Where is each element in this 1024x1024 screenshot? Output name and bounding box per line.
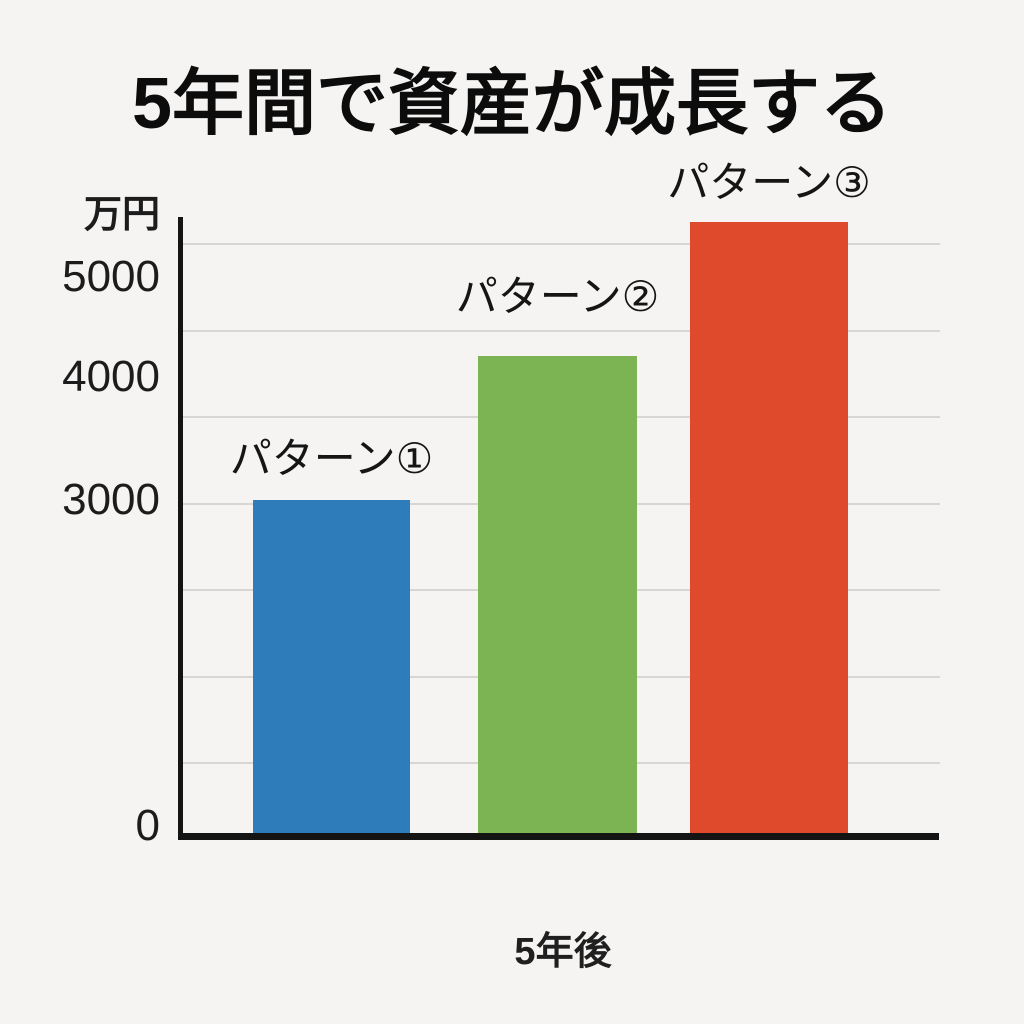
x-axis-tick-label: 5年後 <box>514 931 612 973</box>
y-tick-3000: 3000 <box>62 475 160 524</box>
bar-label-pattern-2: パターン② <box>455 272 660 320</box>
y-axis-unit-label: 万円 <box>83 194 160 236</box>
bar-pattern-1 <box>253 500 410 833</box>
bar-pattern-3 <box>690 222 848 833</box>
y-tick-5000: 5000 <box>62 252 160 301</box>
bar-pattern-2 <box>478 356 637 833</box>
y-tick-0: 0 <box>135 801 160 850</box>
bar-label-pattern-1: パターン① <box>229 434 434 482</box>
gridline <box>183 330 940 332</box>
gridline <box>183 243 940 245</box>
y-axis-tick-column: 万円 5000 4000 3000 0 <box>0 0 160 1024</box>
chart-title: 5年間で資産が成長する <box>131 64 893 144</box>
x-axis-line <box>178 833 939 840</box>
y-axis-line <box>178 217 183 840</box>
y-tick-4000: 4000 <box>62 352 160 401</box>
bar-label-pattern-3: パターン③ <box>667 158 871 206</box>
